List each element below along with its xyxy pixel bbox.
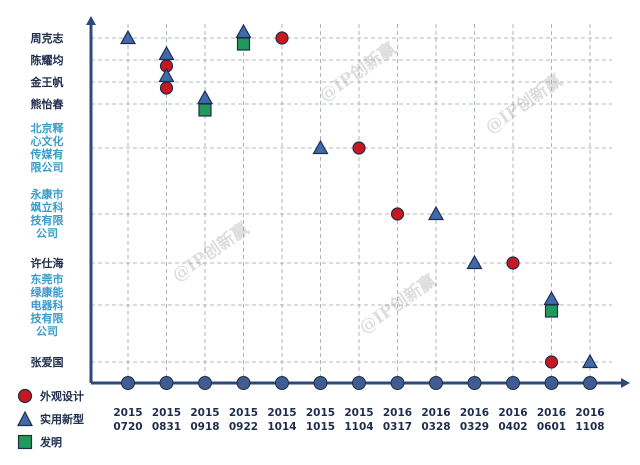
utility-patent-marker bbox=[196, 89, 214, 105]
design-patent-marker bbox=[275, 31, 289, 45]
x-tick-label: 2015 0831 bbox=[151, 407, 182, 433]
y-label-person: 许仕海 bbox=[30, 256, 64, 270]
design-patent-marker bbox=[544, 355, 559, 369]
x-tick-dot bbox=[121, 376, 135, 390]
legend-item-invention: 发明 bbox=[16, 433, 62, 451]
x-tick-dot bbox=[583, 376, 597, 390]
x-tick-label: 2015 1014 bbox=[267, 407, 297, 433]
x-tick-label: 2015 1104 bbox=[344, 407, 374, 433]
y-label-company: 东莞市 绿康能 电器科 技有限 公司 bbox=[30, 272, 64, 338]
x-axis-arrow bbox=[621, 378, 630, 388]
utility-patent-marker bbox=[158, 67, 175, 83]
x-tick-dot bbox=[236, 376, 251, 390]
utility-patent-marker bbox=[312, 139, 329, 155]
x-tick-dot bbox=[275, 376, 289, 390]
design-patent-marker bbox=[159, 81, 174, 95]
x-tick-dot bbox=[313, 376, 328, 390]
x-tick-label: 2016 1108 bbox=[575, 407, 605, 433]
x-axis-ticks bbox=[121, 376, 597, 390]
legend-label-design: 外观设计 bbox=[40, 390, 84, 403]
y-label-company: 北京释 心文化 传媒有 限公司 bbox=[30, 122, 64, 174]
y-label-company: 永康市 飒立科 技有限 公司 bbox=[30, 188, 64, 240]
x-tick-label: 2016 0601 bbox=[536, 407, 567, 433]
utility-patent-marker bbox=[581, 353, 599, 369]
x-tick-label: 2015 0918 bbox=[190, 407, 220, 433]
y-label-person: 金王帆 bbox=[30, 75, 64, 89]
design-patent-marker bbox=[352, 141, 366, 155]
utility-patent-marker bbox=[427, 205, 445, 221]
x-tick-dot bbox=[390, 376, 405, 390]
utility-patent-marker bbox=[158, 45, 175, 61]
utility-patent-marker bbox=[543, 290, 560, 306]
utility-patent-marker bbox=[119, 29, 137, 45]
x-tick-label: 2016 0317 bbox=[382, 407, 413, 433]
invention-patent-marker bbox=[198, 103, 212, 117]
x-tick-dot bbox=[198, 376, 212, 390]
x-tick-dot bbox=[506, 376, 520, 390]
chart-marks bbox=[119, 23, 599, 369]
x-tick-dot bbox=[159, 376, 174, 390]
legend-item-utility: 实用新型 bbox=[16, 410, 84, 428]
chart-grid bbox=[91, 24, 612, 383]
utility-patent-marker bbox=[235, 23, 252, 39]
invention-patent-marker bbox=[236, 37, 251, 51]
y-axis-arrow bbox=[86, 16, 96, 25]
y-label-person: 熊怡春 bbox=[30, 97, 64, 111]
red-circle-icon bbox=[17, 388, 33, 404]
y-label-person: 陈耀均 bbox=[30, 53, 64, 67]
x-tick-dot bbox=[467, 376, 482, 390]
green-square-icon bbox=[17, 434, 33, 450]
invention-patent-marker bbox=[544, 304, 559, 318]
legend-label-utility: 实用新型 bbox=[40, 413, 84, 426]
y-label-person: 张爱国 bbox=[30, 355, 64, 369]
design-patent-marker bbox=[506, 256, 520, 270]
x-tick-dot bbox=[352, 376, 366, 390]
x-tick-label: 2016 0329 bbox=[459, 407, 490, 433]
x-tick-dot bbox=[544, 376, 559, 390]
design-patent-marker bbox=[390, 207, 405, 221]
x-tick-label: 2015 0720 bbox=[113, 407, 143, 433]
x-tick-label: 2015 1015 bbox=[305, 407, 336, 433]
legend-item-design: 外观设计 bbox=[16, 387, 84, 405]
x-tick-label: 2016 0328 bbox=[421, 407, 451, 433]
y-label-person: 周克志 bbox=[30, 31, 64, 45]
legend-label-invention: 发明 bbox=[40, 436, 62, 449]
x-tick-label: 2015 0922 bbox=[228, 407, 259, 433]
blue-triangle-icon bbox=[17, 410, 33, 427]
utility-patent-marker bbox=[466, 254, 483, 270]
x-tick-label: 2016 0402 bbox=[498, 407, 528, 433]
x-tick-dot bbox=[429, 376, 443, 390]
